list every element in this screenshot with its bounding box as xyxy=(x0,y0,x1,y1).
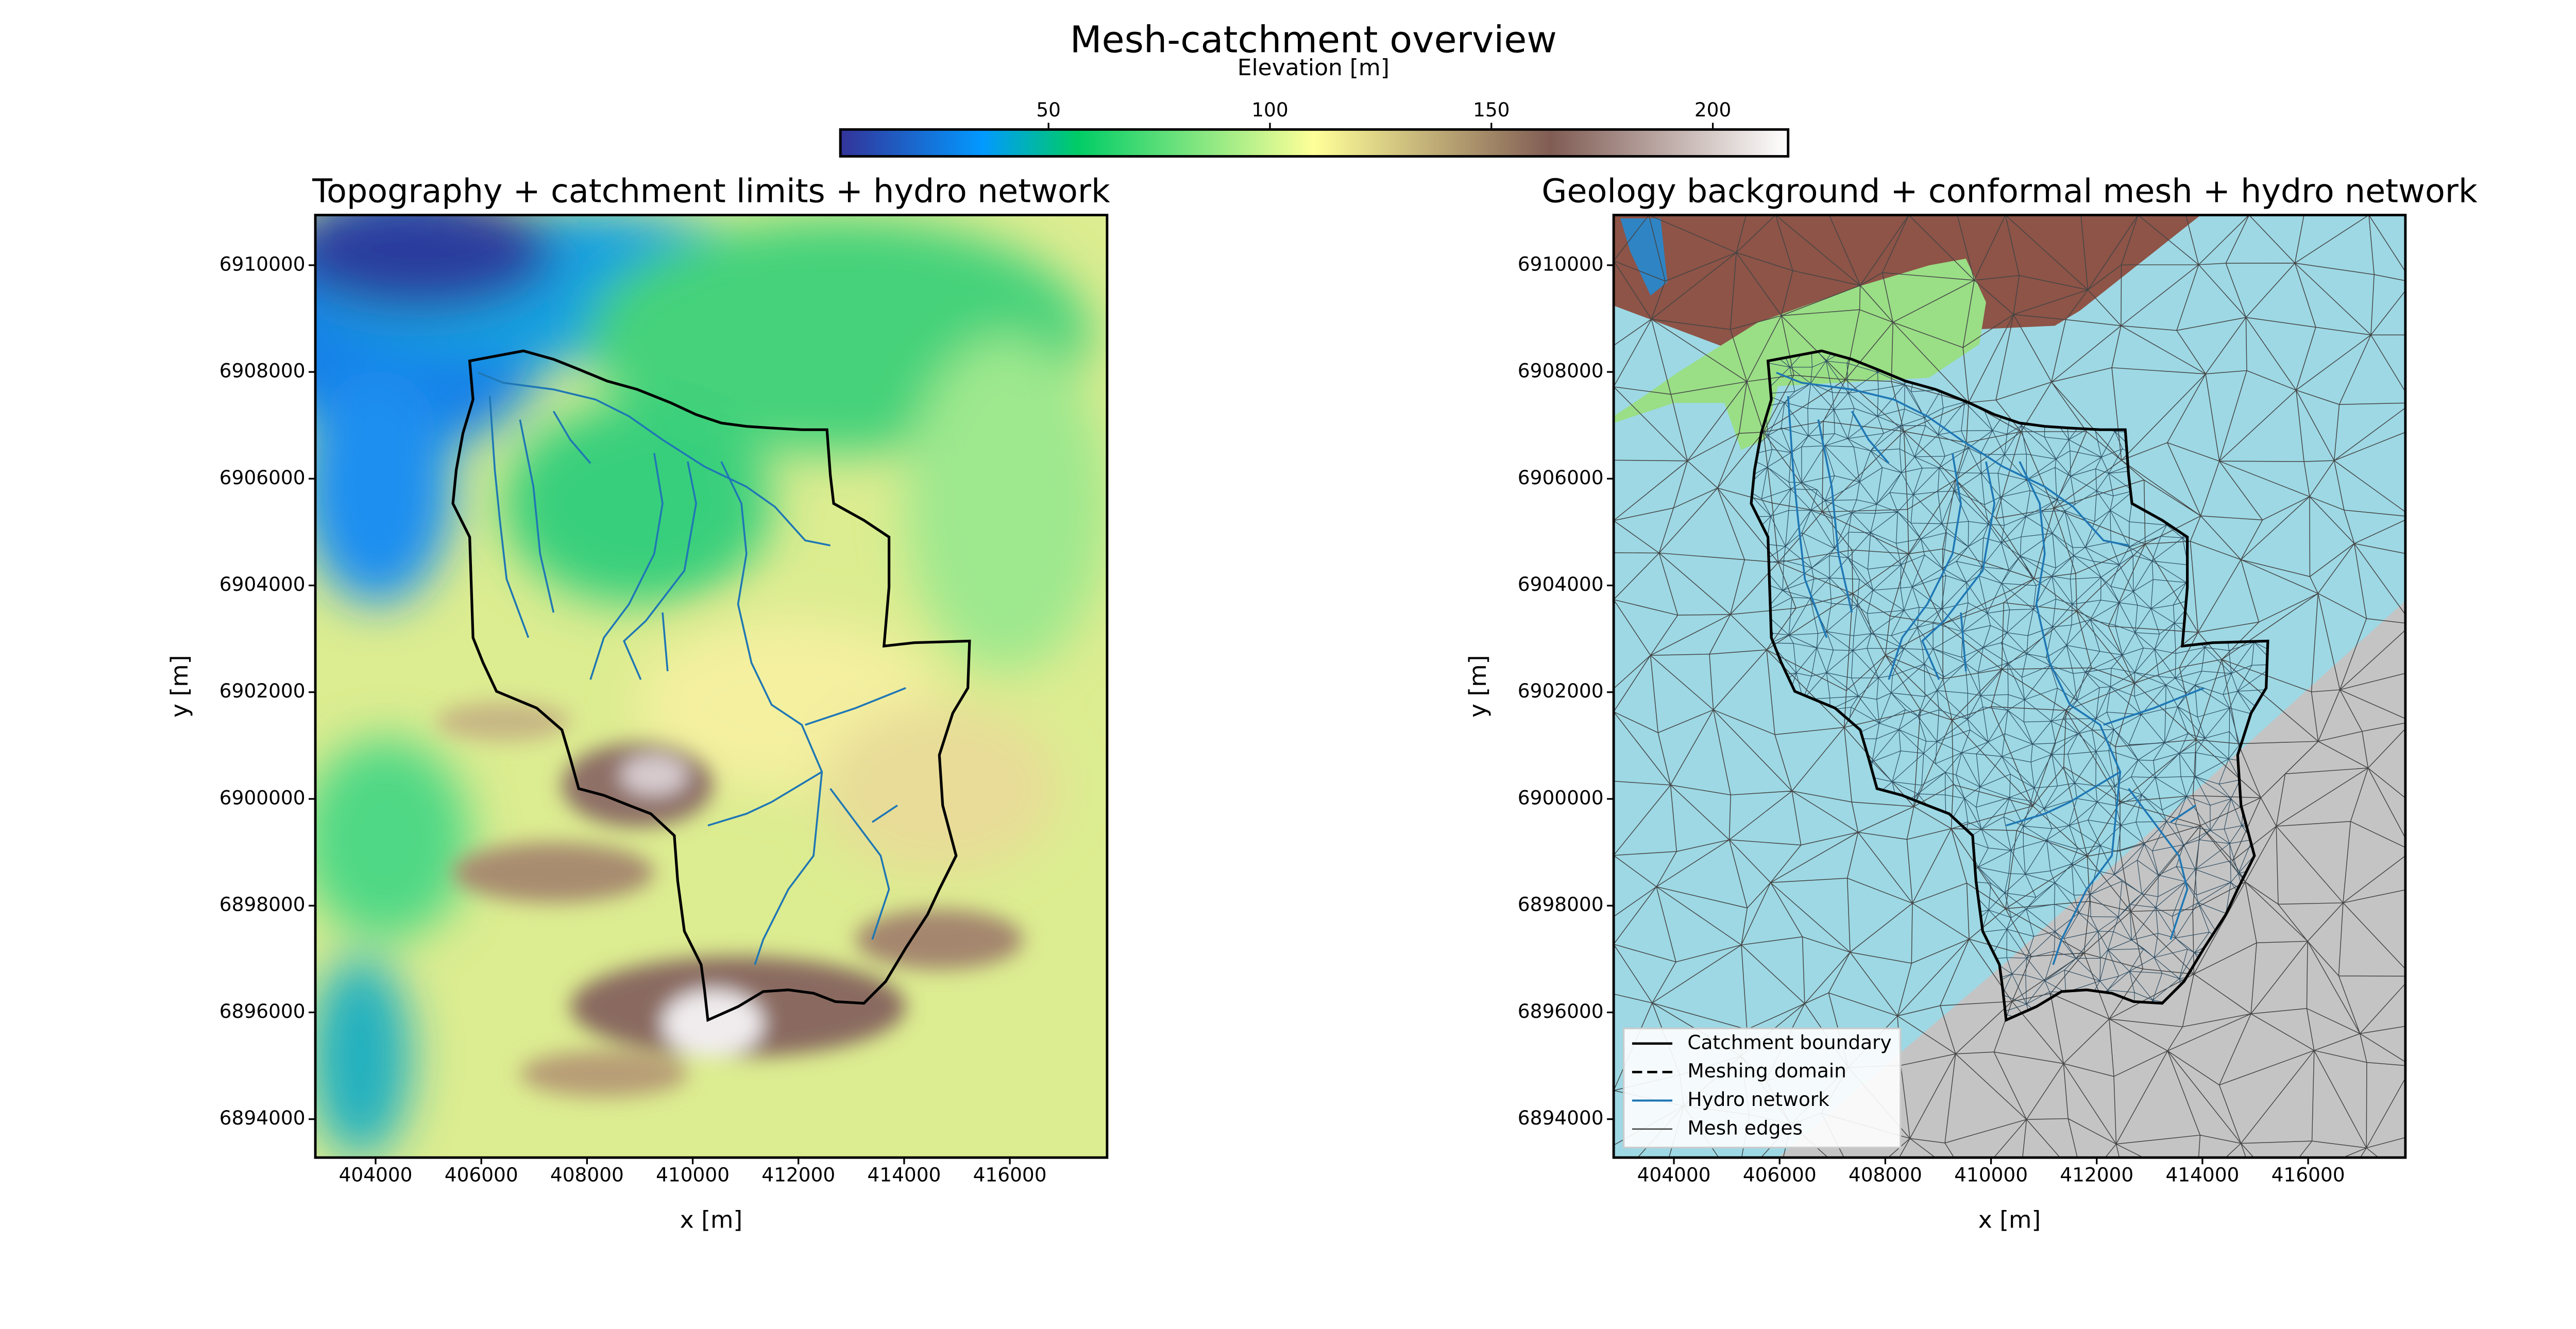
y-tick-label: 6902000 xyxy=(1518,679,1604,702)
x-tick-label: 416000 xyxy=(973,1164,1047,1186)
x-axis-label: x [m] xyxy=(1978,1206,2041,1233)
x-tick-label: 414000 xyxy=(2165,1164,2239,1186)
x-tick-label: 408000 xyxy=(1849,1164,1922,1186)
y-tick-label: 6900000 xyxy=(1518,786,1604,809)
x-tick-label: 412000 xyxy=(2060,1164,2133,1186)
legend-label: Mesh edges xyxy=(1687,1116,1803,1139)
y-tick-label: 6898000 xyxy=(1518,893,1604,916)
y-tick-label: 6898000 xyxy=(219,893,306,916)
y-tick-label: 6896000 xyxy=(1518,1000,1604,1023)
colorbar-tick-label: 50 xyxy=(1036,98,1061,121)
y-tick-label: 6908000 xyxy=(219,360,306,382)
y-tick-label: 6910000 xyxy=(219,252,306,275)
y-tick-label: 6904000 xyxy=(1518,573,1604,595)
legend-box xyxy=(1623,1027,1902,1149)
legend: Catchment boundary Meshing domain Hydro … xyxy=(1623,1027,1902,1149)
colorbar-gradient xyxy=(839,128,1790,158)
x-tick-label: 410000 xyxy=(656,1164,730,1186)
y-tick-label: 6908000 xyxy=(1518,360,1604,382)
y-tick-label: 6900000 xyxy=(219,786,306,809)
y-tick-label: 6910000 xyxy=(1518,252,1604,275)
axes-title: Topography + catchment limits + hydro ne… xyxy=(312,172,1110,210)
y-tick-label: 6906000 xyxy=(219,466,306,489)
x-tick-label: 416000 xyxy=(2272,1164,2345,1186)
colorbar-tick-label: 200 xyxy=(1694,98,1731,121)
legend-label: Meshing domain xyxy=(1687,1060,1846,1082)
topography xyxy=(315,215,1107,1158)
colorbar-label: Elevation [m] xyxy=(1238,55,1389,81)
colorbar-tick-label: 150 xyxy=(1473,98,1510,121)
axes-frame xyxy=(314,214,1109,1159)
x-tick-label: 406000 xyxy=(1743,1164,1817,1186)
y-tick-label: 6894000 xyxy=(1518,1106,1604,1129)
legend-label: Catchment boundary xyxy=(1687,1031,1891,1053)
x-tick-label: 404000 xyxy=(339,1164,413,1186)
geology xyxy=(1614,215,2405,1158)
y-axis-label: y [m] xyxy=(166,655,193,718)
y-tick-label: 6902000 xyxy=(219,679,306,702)
x-tick-label: 410000 xyxy=(1954,1164,2028,1186)
colorbar xyxy=(839,128,1790,158)
x-axis-label: x [m] xyxy=(680,1206,742,1233)
x-tick-label: 404000 xyxy=(1637,1164,1711,1186)
y-tick-label: 6904000 xyxy=(219,573,306,595)
axes-title: Geology background + conformal mesh + hy… xyxy=(1541,172,2478,210)
figure-title: Mesh-catchment overview xyxy=(1070,19,1557,61)
y-tick-label: 6896000 xyxy=(219,1000,306,1023)
x-tick-label: 406000 xyxy=(445,1164,518,1186)
colorbar-tick-label: 100 xyxy=(1251,98,1288,121)
x-tick-label: 414000 xyxy=(867,1164,941,1186)
x-tick-label: 412000 xyxy=(761,1164,835,1186)
y-tick-label: 6894000 xyxy=(219,1106,306,1129)
legend-label: Hydro network xyxy=(1687,1088,1829,1111)
x-tick-label: 408000 xyxy=(550,1164,624,1186)
axes-frame xyxy=(1612,214,2407,1159)
y-axis-label: y [m] xyxy=(1464,655,1492,718)
y-tick-label: 6906000 xyxy=(1518,466,1604,489)
